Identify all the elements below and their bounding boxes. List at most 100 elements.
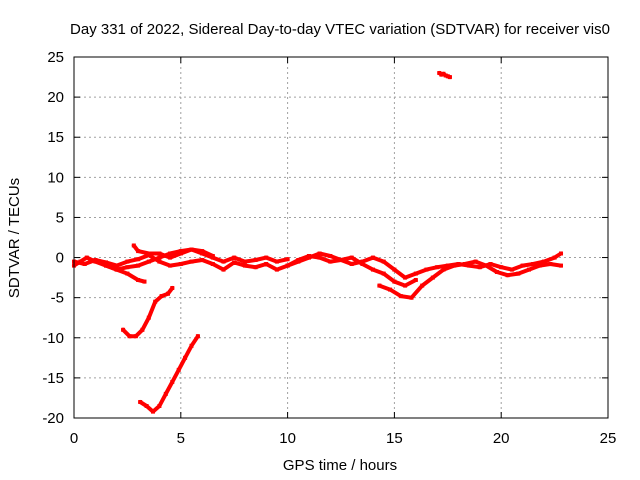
y-tick-label: 15: [47, 129, 64, 146]
data-point: [157, 259, 162, 264]
data-point: [413, 278, 418, 282]
x-tick-label: 15: [386, 430, 403, 447]
data-point: [93, 259, 98, 264]
data-point: [264, 255, 269, 260]
data-point: [473, 259, 478, 264]
y-tick-label: -15: [42, 370, 64, 387]
data-point: [144, 404, 149, 408]
data-point: [488, 262, 493, 266]
data-point: [462, 262, 467, 266]
series-line: [131, 243, 290, 264]
data-point: [328, 259, 333, 264]
chart-title: Day 331 of 2022, Sidereal Day-to-day VTE…: [70, 21, 610, 38]
data-point: [253, 265, 258, 270]
data-point: [437, 71, 442, 75]
data-point: [409, 295, 414, 300]
data-point: [392, 279, 397, 284]
data-point: [221, 267, 226, 272]
data-point: [537, 263, 542, 268]
series-line: [138, 334, 200, 414]
data-point: [121, 327, 126, 332]
y-tick-label: 20: [47, 89, 64, 106]
data-point: [285, 263, 290, 268]
data-point: [242, 259, 247, 264]
data-point: [381, 259, 386, 264]
data-series-layer: [72, 71, 563, 414]
data-point: [548, 262, 553, 266]
data-point: [127, 334, 132, 339]
data-point: [178, 262, 183, 266]
y-tick-label: -5: [51, 290, 64, 307]
series-track-6: [377, 259, 563, 300]
data-point: [114, 263, 119, 268]
data-point: [146, 259, 151, 264]
data-point: [189, 343, 194, 348]
data-point: [210, 262, 215, 266]
data-point: [307, 255, 311, 260]
data-point: [445, 263, 450, 268]
data-point: [189, 259, 194, 264]
series-track-5: [285, 251, 563, 280]
data-point: [242, 263, 247, 268]
data-point: [541, 259, 546, 264]
data-point: [131, 243, 136, 248]
data-point: [170, 286, 175, 290]
series-track-4: [131, 243, 290, 264]
x-axis-label: GPS time / hours: [283, 457, 397, 474]
data-point: [178, 251, 183, 256]
data-point: [443, 73, 448, 78]
data-point: [505, 273, 510, 278]
data-point: [200, 258, 205, 262]
data-point: [170, 379, 175, 384]
data-point: [403, 283, 408, 288]
data-point: [210, 255, 215, 260]
data-point: [398, 294, 403, 299]
data-point: [439, 72, 444, 77]
data-point: [125, 265, 130, 270]
data-point: [445, 74, 450, 79]
data-point: [527, 267, 531, 272]
data-point: [296, 259, 301, 264]
data-point: [195, 334, 200, 339]
x-tick-label: 0: [70, 430, 78, 447]
data-point: [168, 251, 173, 256]
data-point: [125, 271, 130, 276]
data-point: [360, 259, 365, 264]
series-line: [121, 286, 175, 339]
data-point: [140, 327, 145, 332]
x-tick-label: 20: [493, 430, 510, 447]
series-track-8: [138, 334, 200, 414]
data-point: [531, 262, 536, 266]
data-point: [136, 249, 141, 254]
data-point: [349, 262, 354, 266]
data-point: [264, 262, 269, 266]
y-tick-label: 5: [56, 209, 64, 226]
data-point: [200, 249, 205, 254]
data-point: [82, 262, 87, 266]
axes: 0 5 10 15 20 25 -20 -15 -10 -5 0 5 10 15 20 25: [42, 49, 616, 447]
data-point: [232, 255, 237, 260]
data-point: [136, 257, 141, 262]
y-tick-label: 0: [56, 250, 64, 267]
data-point: [104, 263, 108, 268]
plot-frame: [73, 56, 609, 419]
data-point: [467, 263, 472, 268]
data-point: [221, 259, 226, 264]
data-point: [420, 283, 425, 288]
data-point: [114, 267, 119, 272]
data-point: [159, 294, 164, 299]
grid: [74, 57, 608, 418]
data-point: [499, 265, 504, 270]
data-point: [178, 249, 183, 254]
data-point: [133, 334, 138, 339]
y-tick-label: -10: [42, 330, 64, 347]
data-point: [157, 251, 162, 256]
data-point: [84, 255, 89, 260]
data-point: [424, 267, 429, 272]
data-point: [200, 251, 205, 256]
data-point: [253, 258, 258, 262]
data-point: [163, 391, 168, 396]
data-point: [136, 263, 141, 268]
data-point: [381, 271, 386, 276]
